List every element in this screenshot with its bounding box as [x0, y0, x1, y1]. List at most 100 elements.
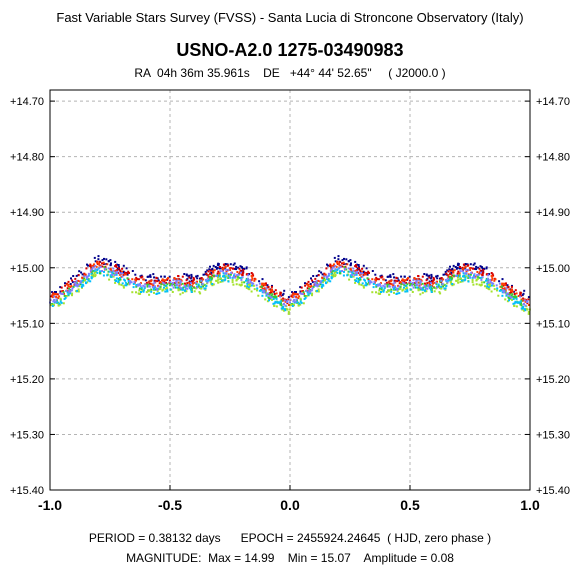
data-point: [416, 279, 419, 282]
period-epoch-line: PERIOD = 0.38132 days EPOCH = 2455924.24…: [0, 531, 580, 545]
data-point: [236, 275, 239, 278]
data-point: [245, 286, 248, 289]
data-point: [358, 268, 361, 271]
data-point: [173, 284, 176, 287]
data-point: [306, 287, 309, 290]
data-point: [153, 291, 155, 294]
data-point: [449, 265, 451, 268]
data-point: [184, 289, 187, 292]
data-point: [408, 279, 411, 282]
data-point: [107, 267, 110, 270]
data-point: [403, 286, 405, 289]
data-point: [491, 273, 494, 276]
data-point: [524, 304, 527, 307]
data-point: [246, 273, 249, 276]
data-point: [380, 288, 383, 291]
data-point: [421, 282, 424, 285]
data-point: [437, 283, 440, 286]
data-point: [367, 270, 370, 273]
data-point: [303, 294, 306, 297]
data-point: [112, 267, 115, 270]
data-point: [75, 274, 78, 277]
data-point: [126, 283, 128, 286]
data-point: [329, 280, 332, 283]
data-point: [443, 287, 446, 290]
data-point: [431, 282, 434, 285]
data-point: [51, 305, 54, 307]
data-point: [318, 285, 321, 288]
data-point: [174, 286, 177, 289]
data-point: [452, 271, 455, 274]
data-point: [284, 300, 287, 303]
data-point: [205, 272, 208, 275]
data-point: [55, 291, 57, 293]
data-point: [330, 269, 333, 272]
data-point: [153, 281, 156, 284]
data-point: [336, 262, 339, 265]
data-point: [197, 283, 200, 286]
data-point: [467, 280, 470, 283]
data-point: [520, 298, 523, 301]
data-point: [249, 281, 252, 284]
data-point: [341, 262, 343, 265]
data-point: [349, 259, 352, 262]
data-point: [364, 273, 367, 276]
data-point: [108, 278, 111, 281]
data-point: [70, 289, 73, 292]
data-point: [520, 307, 523, 310]
data-point: [489, 285, 492, 288]
data-point: [281, 294, 284, 297]
data-point: [321, 277, 324, 280]
data-point: [444, 270, 447, 273]
data-point: [523, 303, 525, 306]
data-point: [222, 272, 225, 275]
data-point: [430, 282, 432, 285]
data-point: [355, 277, 358, 280]
data-point: [311, 292, 314, 295]
data-point: [283, 303, 285, 306]
data-point: [160, 283, 163, 286]
data-point: [211, 268, 214, 270]
data-point: [156, 288, 159, 291]
data-point: [206, 269, 209, 272]
data-point: [211, 274, 214, 277]
data-point: [66, 283, 69, 286]
data-point: [261, 278, 264, 281]
data-point: [429, 284, 432, 287]
data-point: [368, 272, 370, 274]
data-point: [116, 267, 119, 270]
period-text: PERIOD = 0.38132 days: [88, 531, 221, 545]
data-point: [521, 308, 524, 311]
data-point: [160, 275, 163, 278]
data-point: [287, 298, 290, 301]
y-tick-label-left: +15.30: [10, 429, 44, 441]
data-point: [200, 277, 203, 279]
data-point: [229, 263, 232, 266]
data-point: [53, 298, 56, 301]
data-point: [468, 267, 471, 270]
data-point: [136, 278, 138, 281]
data-point: [398, 282, 401, 285]
data-point: [141, 275, 144, 278]
de-label: DE: [263, 66, 280, 80]
data-point: [451, 283, 454, 285]
data-point: [51, 296, 54, 299]
data-point: [192, 279, 194, 282]
data-point: [398, 285, 401, 288]
data-point: [187, 284, 190, 287]
data-point: [416, 283, 419, 286]
data-point: [333, 256, 336, 259]
coordinates-line: RA 04h 36m 35.961s DE +44° 44' 52.65" ( …: [0, 66, 580, 80]
data-point: [166, 278, 169, 281]
data-point: [115, 277, 118, 280]
data-point: [440, 277, 443, 279]
data-point: [406, 290, 409, 293]
data-point: [291, 291, 294, 294]
data-point: [132, 286, 135, 289]
data-point: [179, 288, 182, 291]
data-point: [299, 290, 302, 293]
data-point: [402, 288, 405, 291]
data-point: [186, 278, 189, 281]
data-point: [487, 286, 490, 289]
data-point: [162, 281, 165, 284]
